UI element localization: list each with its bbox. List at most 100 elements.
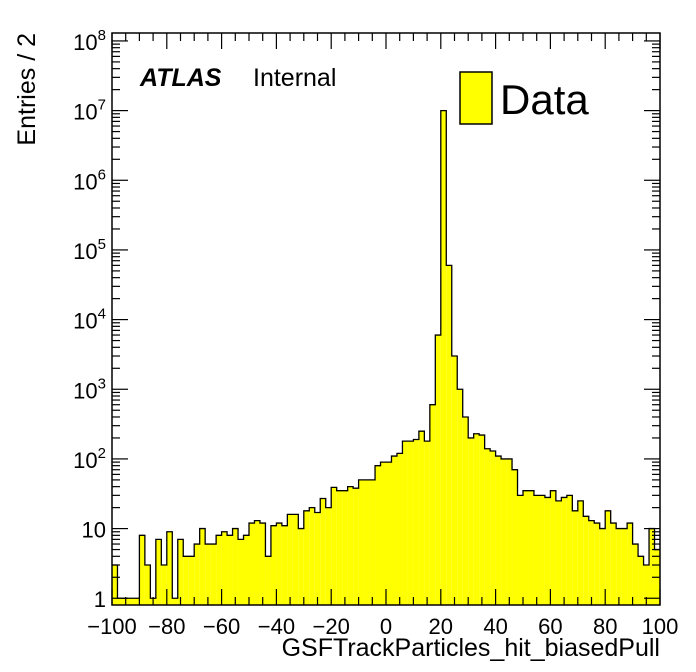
histogram-bar (407, 441, 414, 605)
y-tick-label: 104 (73, 306, 106, 334)
histogram-bar (281, 525, 288, 605)
histogram-bar (517, 495, 523, 605)
histogram-bar (227, 535, 233, 605)
histogram-bar (610, 523, 617, 605)
histogram-bar (506, 458, 513, 605)
legend: Data (459, 71, 589, 125)
histogram-bar (638, 556, 644, 605)
histogram-bar (512, 469, 518, 605)
histogram-bar (501, 458, 507, 605)
histogram-bar (210, 544, 217, 605)
histogram-outline (112, 109, 660, 599)
histogram-bar (172, 598, 178, 605)
histogram-bar (287, 514, 293, 605)
x-tick-label: −20 (313, 614, 350, 639)
histogram-bar (386, 462, 392, 605)
histogram-bar (221, 531, 228, 605)
x-tick-label: −60 (203, 614, 240, 639)
histogram-bar (270, 525, 277, 605)
histogram-bar (435, 335, 441, 605)
histogram-bar (446, 265, 452, 605)
y-tick-label: 102 (73, 445, 106, 473)
histogram-bar (616, 528, 622, 605)
histogram-bar (490, 450, 496, 605)
x-tick-labels: −100 −80 −60 −40 −20 0 20 40 60 80 100 (87, 614, 678, 639)
histogram-bar (572, 510, 578, 605)
histogram-bar (117, 598, 123, 605)
y-tick-label: 103 (73, 375, 106, 403)
histogram-bar (369, 479, 376, 605)
histogram-bar (413, 439, 419, 605)
x-tick-label: 80 (593, 614, 617, 639)
y-tick-label: 1 (94, 587, 106, 612)
histogram-bar (539, 495, 545, 605)
histogram-bar (473, 433, 480, 605)
x-tick-label: −40 (258, 614, 295, 639)
histogram-bar (325, 507, 332, 605)
histogram-bar (144, 565, 151, 605)
histogram-bar (314, 512, 321, 605)
histogram-bar (533, 495, 540, 605)
histogram-bar (402, 441, 408, 605)
internal-label: Internal (253, 64, 336, 92)
histogram-bar (259, 523, 266, 605)
histogram-bar (468, 437, 474, 605)
x-tick-label: 0 (380, 614, 392, 639)
histogram-bar (342, 490, 348, 605)
x-tick-label: 40 (483, 614, 507, 639)
histogram-bar (331, 487, 337, 605)
histogram-bar (205, 544, 211, 605)
y-tick-label: 105 (73, 236, 106, 264)
histogram-bar (643, 565, 650, 605)
histogram-bar (429, 404, 436, 605)
legend-entry-data: Data (500, 76, 589, 123)
histogram-bar (188, 556, 195, 605)
x-tick-label: 60 (538, 614, 562, 639)
y-tick-label: 107 (73, 97, 106, 125)
histogram-bar (550, 490, 556, 605)
histogram-bar (139, 535, 145, 605)
y-tick-label: 108 (73, 27, 106, 55)
x-axis-title: GSFTrackParticles_hit_biasedPull (282, 634, 660, 662)
histogram-bar (380, 462, 386, 605)
histogram-bar (336, 490, 343, 605)
histogram-bar (276, 523, 282, 605)
histogram-bar (632, 544, 639, 605)
histogram-bar (577, 500, 584, 605)
histogram-bar (254, 520, 260, 605)
histogram-bar (484, 448, 491, 605)
histogram-bar (298, 528, 304, 605)
histogram-bar (396, 453, 403, 605)
histogram-bar (424, 441, 430, 605)
histogram-bar (605, 510, 611, 605)
histogram-bar (194, 544, 200, 605)
histogram-bar (232, 528, 239, 605)
histogram-bar (161, 565, 167, 605)
histogram-bar (133, 598, 140, 605)
histogram-bar (495, 456, 502, 605)
histogram-bar (555, 500, 562, 605)
histogram-bar (457, 389, 463, 605)
y-axis-title: Entries / 2 (13, 33, 41, 146)
histogram-bar (599, 528, 606, 605)
x-tick-label: 20 (429, 614, 453, 639)
histogram-bars (112, 109, 660, 606)
histogram-bar (440, 110, 447, 606)
histogram-bar (364, 479, 370, 605)
histogram-bar (309, 507, 315, 605)
axis-ticks (111, 33, 661, 605)
histogram-bar (199, 528, 206, 605)
histogram-bar (238, 539, 244, 605)
histogram-bar (303, 510, 310, 605)
histogram-bar (462, 416, 469, 605)
y-tick-label: 10 (82, 518, 106, 543)
atlas-label: ATLAS (139, 64, 222, 92)
x-tick-label: −80 (148, 614, 185, 639)
histogram-bar (155, 539, 162, 605)
histogram-bar (588, 520, 595, 605)
histogram-bar (594, 523, 600, 605)
histogram-bar (479, 435, 485, 605)
histogram-bar (353, 488, 359, 605)
histogram-bar (292, 514, 299, 605)
